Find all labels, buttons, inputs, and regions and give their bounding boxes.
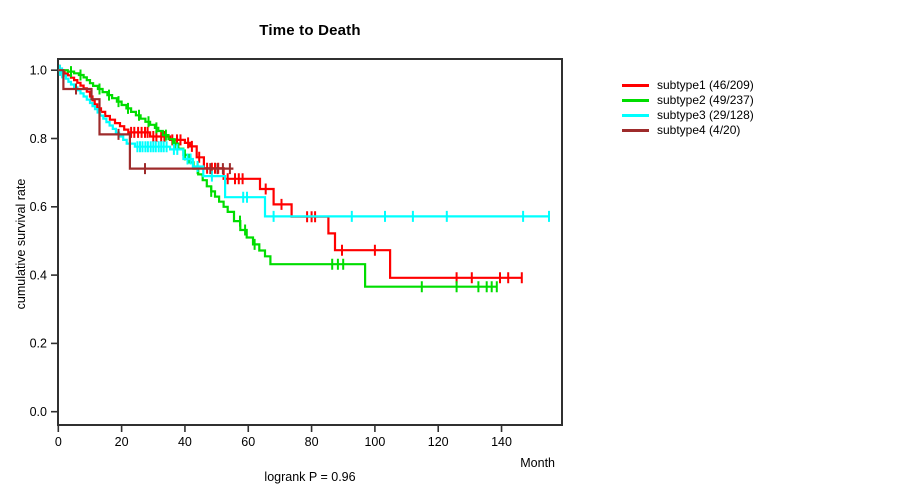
x-tick-label: 0 <box>55 435 62 449</box>
legend: subtype1 (46/209) subtype2 (49/237) subt… <box>622 78 754 138</box>
legend-label-subtype2: subtype2 (49/237) <box>657 93 754 107</box>
x-tick-label: 60 <box>241 435 255 449</box>
curve-subtype2 <box>58 69 497 288</box>
censor-marks-subtype2 <box>70 66 498 293</box>
y-tick-label: 0.2 <box>30 337 47 351</box>
y-tick-label: 0.0 <box>30 405 47 419</box>
x-axis-label: Month <box>520 456 555 470</box>
logrank-footnote: logrank P = 0.96 <box>264 470 356 484</box>
legend-item-subtype2: subtype2 (49/237) <box>622 93 754 108</box>
curve-subtype4 <box>58 69 234 170</box>
legend-label-subtype4: subtype4 (4/20) <box>657 123 741 137</box>
legend-line-subtype1 <box>622 84 649 87</box>
legend-line-subtype4 <box>622 129 649 132</box>
censor-marks-subtype4 <box>75 83 231 175</box>
x-tick-label: 20 <box>115 435 129 449</box>
legend-item-subtype1: subtype1 (46/209) <box>622 78 754 93</box>
x-tick-label: 140 <box>491 435 512 449</box>
y-tick-label: 0.6 <box>30 200 47 214</box>
censor-marks-subtype1 <box>58 64 523 284</box>
chart-title: Time to Death <box>259 22 361 39</box>
x-tick-label: 80 <box>305 435 319 449</box>
y-axis-label: cumulative survival rate <box>14 178 28 310</box>
curve-subtype1 <box>58 69 522 279</box>
legend-label-subtype1: subtype1 (46/209) <box>657 78 754 92</box>
curve-subtype3 <box>58 69 549 218</box>
legend-line-subtype3 <box>622 114 649 117</box>
x-tick-label: 120 <box>428 435 449 449</box>
legend-label-subtype3: subtype3 (29/128) <box>657 108 754 122</box>
x-tick-label: 100 <box>364 435 385 449</box>
legend-item-subtype3: subtype3 (29/128) <box>622 108 754 123</box>
x-tick-label: 40 <box>178 435 192 449</box>
y-tick-label: 0.8 <box>30 132 47 146</box>
plot-box <box>57 58 563 426</box>
y-tick-label: 1.0 <box>30 64 47 78</box>
legend-item-subtype4: subtype4 (4/20) <box>622 123 754 138</box>
y-tick-label: 0.4 <box>30 268 47 282</box>
legend-line-subtype2 <box>622 99 649 102</box>
